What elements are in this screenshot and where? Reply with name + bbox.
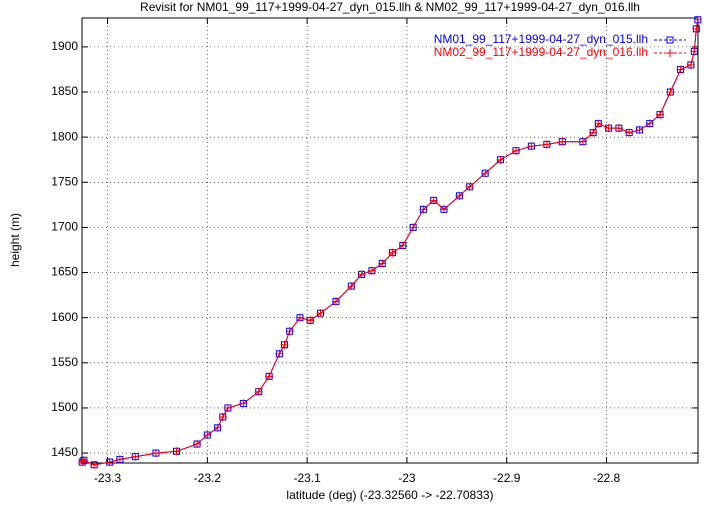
data-point (254, 387, 263, 396)
data-point (398, 241, 407, 250)
legend-marker (666, 49, 674, 57)
data-point (656, 110, 665, 119)
data-point (239, 399, 248, 408)
data-point (578, 137, 587, 146)
data-point (558, 137, 567, 146)
data-point (316, 309, 325, 318)
data-point (357, 270, 366, 279)
legend-marker (666, 36, 674, 44)
data-point (223, 403, 232, 412)
y-tick-label: 1750 (51, 174, 78, 188)
y-tick-label: 1450 (51, 445, 78, 459)
x-tick-label: -22.9 (493, 471, 521, 485)
data-point (635, 125, 644, 134)
y-tick-label: 1850 (51, 84, 78, 98)
data-point (331, 297, 340, 306)
data-point (378, 259, 387, 268)
data-point (645, 119, 654, 128)
data-point (542, 140, 551, 149)
data-point (203, 431, 212, 440)
y-tick-label: 1900 (51, 39, 78, 53)
y-axis-label: height (m) (8, 213, 22, 267)
data-point (589, 128, 598, 137)
data-point (306, 316, 315, 325)
data-point (115, 455, 124, 464)
data-point (604, 124, 613, 133)
data-point (285, 327, 294, 336)
data-point (90, 460, 99, 469)
data-point (295, 313, 304, 322)
data-point (347, 282, 356, 291)
y-tick-label: 1700 (51, 220, 78, 234)
x-tick-label: -23.2 (194, 471, 222, 485)
legend-label: NM02_99_117+1999-04-27_dyn_016.llh (434, 45, 648, 59)
data-point (78, 458, 87, 467)
data-point (218, 412, 227, 421)
data-point (79, 456, 88, 465)
data-point (172, 447, 181, 456)
data-point (213, 423, 222, 432)
data-point (496, 155, 505, 164)
y-tick-label: 1650 (51, 265, 78, 279)
data-point (388, 248, 397, 257)
data-point (594, 119, 603, 128)
data-point (455, 191, 464, 200)
data-point (275, 349, 284, 358)
data-point (367, 266, 376, 275)
data-point (686, 60, 695, 69)
data-point (439, 205, 448, 214)
data-point (280, 340, 289, 349)
data-point (481, 169, 490, 178)
data-point (151, 449, 160, 458)
data-point (419, 205, 428, 214)
data-point (429, 196, 438, 205)
x-tick-label: -23.3 (94, 471, 122, 485)
data-point (676, 65, 685, 74)
data-point (527, 142, 536, 151)
chart-title: Revisit for NM01_99_117+1999-04-27_dyn_0… (140, 0, 640, 14)
data-point (666, 88, 675, 97)
x-axis-label: latitude (deg) (-23.32560 -> -22.70833) (286, 488, 493, 502)
series-line (81, 19, 699, 466)
legend-label: NM01_99_117+1999-04-27_dyn_015.llh (434, 32, 648, 46)
data-point (690, 47, 699, 56)
y-tick-label: 1500 (51, 400, 78, 414)
x-tick-label: -23 (398, 471, 416, 485)
x-tick-label: -23.1 (293, 471, 321, 485)
data-point (625, 128, 634, 137)
data-point (614, 124, 623, 133)
plot-frame (81, 17, 699, 464)
data-point (512, 146, 521, 155)
y-tick-label: 1550 (51, 355, 78, 369)
data-point (193, 440, 202, 449)
data-point (105, 458, 114, 467)
series-line (81, 19, 699, 466)
data-point (409, 223, 418, 232)
data-point (692, 24, 701, 33)
x-tick-label: -22.8 (593, 471, 621, 485)
y-tick-label: 1800 (51, 129, 78, 143)
data-point (265, 372, 274, 381)
y-tick-label: 1600 (51, 310, 78, 324)
data-point (465, 182, 474, 191)
data-point (693, 15, 702, 24)
data-point (131, 452, 140, 461)
